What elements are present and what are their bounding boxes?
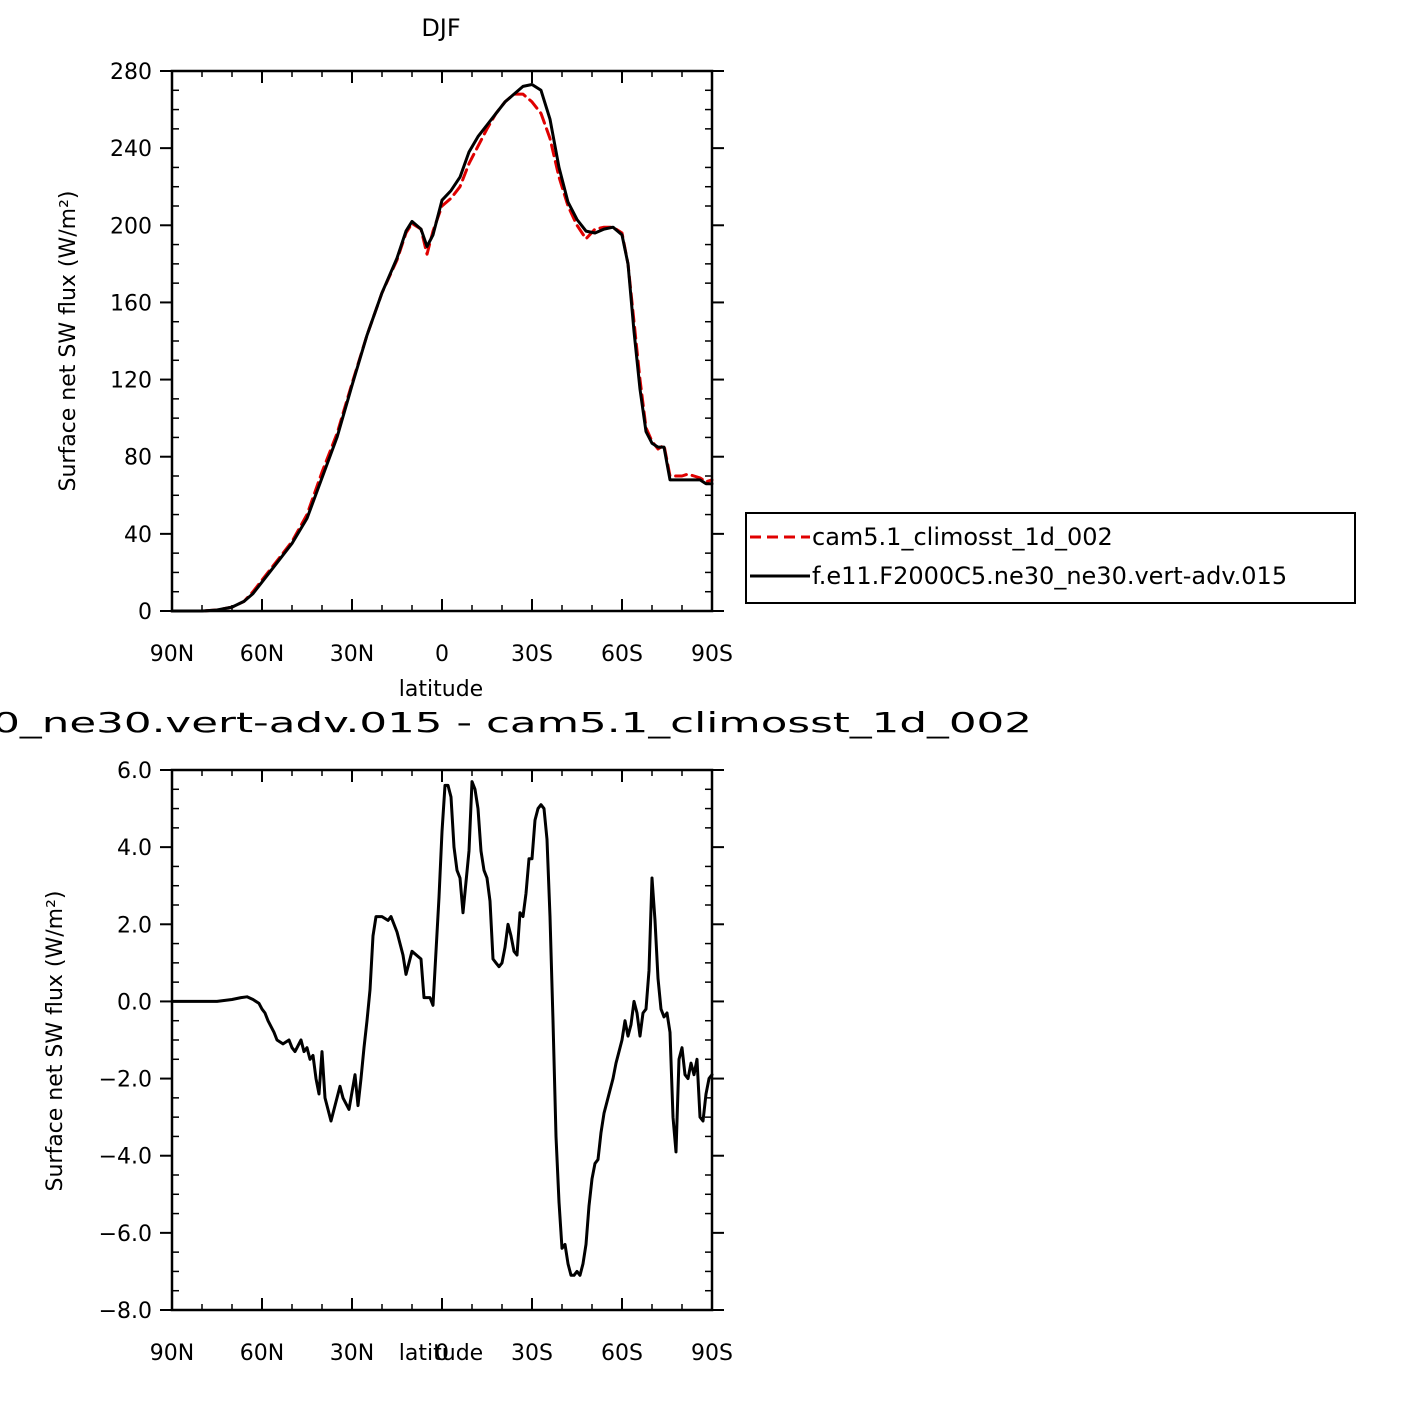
top-y-axis-label: Surface net SW flux (W/m²) bbox=[56, 190, 81, 491]
bottom-x-axis-label: latitude bbox=[399, 1341, 483, 1366]
top-plot-frame bbox=[170, 69, 714, 613]
bottom-series-layer bbox=[170, 780, 714, 1277]
top-y-tick-label: 200 bbox=[110, 214, 152, 239]
bottom-x-tick-label: 30N bbox=[330, 1341, 374, 1366]
top-y-tick-label: 280 bbox=[110, 60, 152, 85]
top-y-tick-label: 40 bbox=[124, 523, 152, 548]
legend-label-control: cam5.1_climosst_1d_002 bbox=[812, 523, 1113, 551]
bottom-y-tick-label: −8.0 bbox=[99, 1299, 152, 1324]
bottom-x-tick-label: 60N bbox=[240, 1341, 284, 1366]
bottom-y-axis-label: Surface net SW flux (W/m²) bbox=[43, 890, 68, 1191]
top-x-tick-label: 60S bbox=[601, 642, 643, 667]
bottom-y-tick-label: 4.0 bbox=[117, 836, 152, 861]
top-series-line-2 bbox=[170, 83, 714, 613]
bottom-y-tick-label: 6.0 bbox=[117, 759, 152, 784]
bottom-x-tick-label: 0 bbox=[435, 1341, 449, 1366]
top-series-line-1 bbox=[170, 92, 714, 613]
legend: cam5.1_climosst_1d_002 f.e11.F2000C5.ne3… bbox=[745, 512, 1356, 604]
bottom-y-tick-label: 0.0 bbox=[117, 990, 152, 1015]
bottom-ticks-layer: 90N 60N 30N 0 30S 60S 90S −8.0 −6.0 −4.0 −2.0 0.0 2.… bbox=[99, 759, 733, 1366]
top-y-tick-label: 120 bbox=[110, 369, 152, 394]
top-x-tick-label: 30N bbox=[330, 642, 374, 667]
bottom-series-line-1 bbox=[170, 780, 714, 1277]
bottom-x-tick-label: 60S bbox=[601, 1341, 643, 1366]
bottom-x-tick-label: 90S bbox=[691, 1341, 733, 1366]
top-x-tick-label: 60N bbox=[240, 642, 284, 667]
bottom-x-tick-label: 90N bbox=[150, 1341, 194, 1366]
top-x-tick-label: 30S bbox=[511, 642, 553, 667]
bottom-y-tick-label: −6.0 bbox=[99, 1222, 152, 1247]
bottom-chart-title: f.e11.F2000C5.ne30_ne30.vert-adv.015 - c… bbox=[0, 706, 1032, 739]
bottom-y-tick-label: 2.0 bbox=[117, 913, 152, 938]
bottom-x-tick-label: 30S bbox=[511, 1341, 553, 1366]
top-x-axis-label: latitude bbox=[399, 677, 483, 702]
top-x-tick-label: 90N bbox=[150, 642, 194, 667]
bottom-y-tick-label: −2.0 bbox=[99, 1068, 152, 1093]
legend-label-test: f.e11.F2000C5.ne30_ne30.vert-adv.015 bbox=[812, 562, 1287, 590]
top-x-tick-label: 90S bbox=[691, 642, 733, 667]
top-ticks-layer: 90N 60N 30N 0 30S 60S 90S 0 40 80 120 160 200 240 280 bbox=[110, 60, 733, 667]
top-series-layer bbox=[170, 83, 714, 613]
top-y-tick-label: 0 bbox=[138, 600, 152, 625]
bottom-panel: f.e11.F2000C5.ne30_ne30.vert-adv.015 - c… bbox=[0, 706, 1032, 1366]
top-y-tick-label: 160 bbox=[110, 291, 152, 316]
bottom-y-tick-label: −4.0 bbox=[99, 1145, 152, 1170]
top-y-tick-label: 240 bbox=[110, 137, 152, 162]
legend-box bbox=[745, 512, 1356, 604]
top-chart-title: DJF bbox=[421, 14, 460, 42]
top-x-tick-label: 0 bbox=[435, 642, 449, 667]
top-panel: DJF 90N 60N 30N 0 30S 60S 90S 0 40 80 120 160 200 240… bbox=[56, 14, 733, 702]
top-y-tick-label: 80 bbox=[124, 446, 152, 471]
